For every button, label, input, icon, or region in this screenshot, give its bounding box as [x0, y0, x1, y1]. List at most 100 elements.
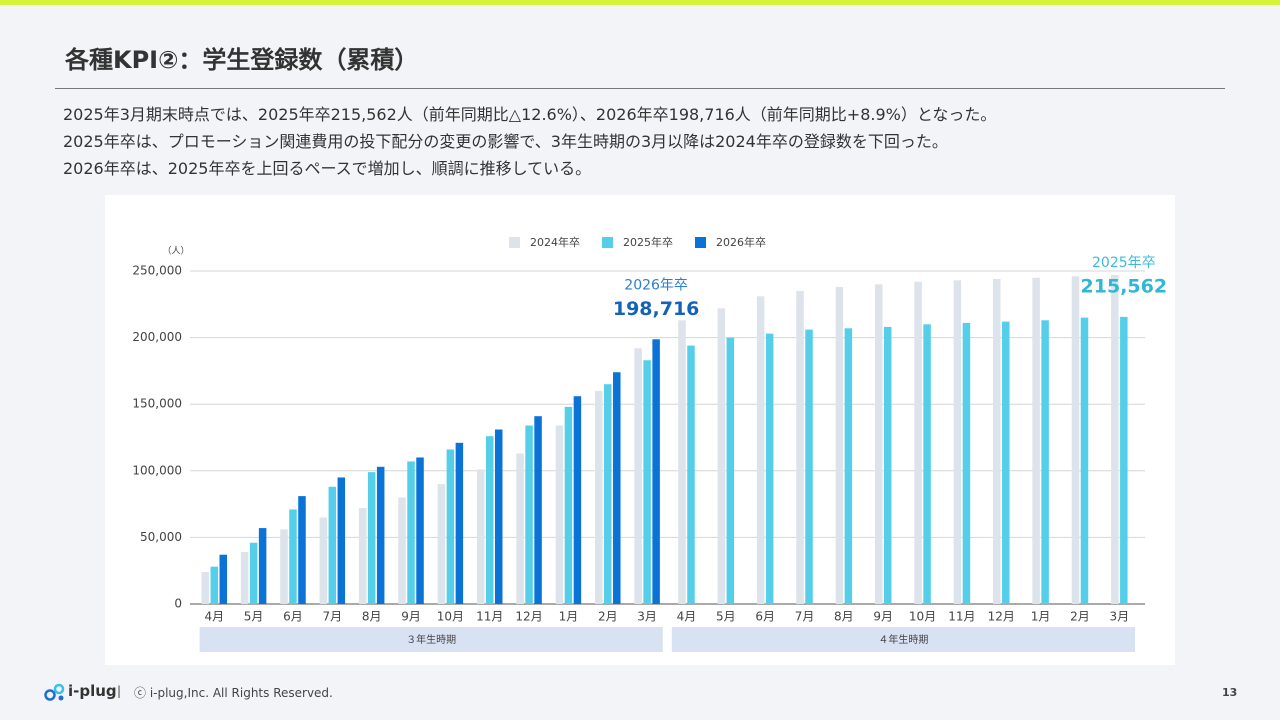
bar — [1002, 321, 1010, 604]
bar — [835, 286, 844, 604]
bar — [844, 328, 853, 604]
bar — [289, 509, 297, 604]
group-band — [199, 627, 663, 652]
bar — [249, 542, 258, 604]
bar — [953, 280, 962, 604]
bar — [280, 529, 288, 604]
bar — [476, 469, 485, 604]
bar — [564, 406, 573, 604]
legend-label: 2026年卒 — [716, 235, 766, 249]
x-tick-label: 3月 — [637, 610, 657, 624]
bar — [643, 360, 651, 604]
footer-separator: | — [117, 684, 122, 698]
copyright: ⓒ i-plug,Inc. All Rights Reserved. — [134, 686, 333, 700]
y-tick-label: 0 — [174, 597, 182, 611]
x-tick-label: 1月 — [559, 610, 579, 624]
logo-text: i-plug — [68, 682, 117, 700]
x-tick-label: 5月 — [716, 610, 736, 624]
bar — [652, 339, 660, 604]
bar — [319, 517, 328, 604]
bar — [367, 472, 376, 604]
y-tick-label: 50,000 — [140, 530, 182, 544]
slide-title: 各種KPI②：学生登録数（累積） — [65, 46, 419, 74]
y-tick-label: 150,000 — [132, 397, 182, 411]
x-tick-label: 8月 — [362, 610, 382, 624]
x-tick-label: 4月 — [204, 610, 224, 624]
x-tick-label: 8月 — [834, 610, 854, 624]
bar — [756, 296, 765, 604]
group-band — [671, 627, 1135, 652]
x-tick-label: 3月 — [1110, 610, 1130, 624]
x-tick-label: 7月 — [795, 610, 815, 624]
bar — [1032, 277, 1040, 604]
bar — [534, 416, 542, 604]
bar — [201, 572, 210, 604]
body-line: 2026年卒は、2025年卒を上回るペースで増加し、順調に推移している。 — [63, 159, 592, 178]
x-tick-label: 10月 — [437, 610, 464, 624]
y-axis-label: （人） — [162, 246, 189, 257]
bar — [258, 528, 267, 604]
page-number: 13 — [1222, 686, 1238, 699]
x-tick-label: 1月 — [1031, 610, 1051, 624]
bar — [516, 453, 524, 604]
body-line: 2025年卒は、プロモーション関連費用の投下配分の変更の影響で、3年生時期の3月… — [63, 132, 948, 151]
x-tick-label: 2月 — [598, 610, 618, 624]
bar — [337, 477, 346, 604]
bar — [765, 333, 774, 604]
x-tick-label: 9月 — [873, 610, 893, 624]
body-line: 2025年3月期末時点では、2025年卒215,562人（前年同期比△12.6%… — [63, 105, 997, 124]
x-tick-label: 12月 — [515, 610, 542, 624]
bar — [1041, 320, 1049, 604]
annotation-value: 215,562 — [1081, 275, 1168, 297]
bar — [376, 466, 385, 604]
bar — [446, 449, 455, 604]
x-tick-label: 10月 — [909, 610, 936, 624]
bar — [240, 552, 249, 604]
bar — [485, 436, 494, 604]
annotation-series: 2025年卒 — [1092, 255, 1156, 271]
bar — [1071, 276, 1080, 604]
x-tick-label: 4月 — [677, 610, 697, 624]
bar — [358, 508, 367, 604]
legend-label: 2025年卒 — [623, 235, 673, 249]
bar — [398, 497, 406, 604]
bar — [328, 486, 337, 604]
x-tick-label: 5月 — [244, 610, 264, 624]
bar — [993, 278, 1001, 604]
bar — [604, 384, 612, 604]
bar — [923, 324, 931, 604]
y-tick-label: 200,000 — [132, 330, 182, 344]
bar — [874, 284, 883, 604]
bar — [717, 308, 726, 604]
legend-label: 2024年卒 — [530, 235, 580, 249]
x-tick-label: 11月 — [948, 610, 975, 624]
bar — [613, 372, 621, 604]
bar — [555, 425, 564, 604]
bar — [455, 442, 464, 604]
annotation-value: 198,716 — [613, 298, 700, 320]
bar — [595, 390, 603, 604]
bar — [573, 396, 582, 604]
legend-swatch — [695, 237, 706, 248]
bar — [1120, 316, 1128, 604]
x-tick-label: 12月 — [988, 610, 1015, 624]
bar — [1080, 317, 1089, 604]
bar — [634, 348, 642, 604]
body-text: 2025年3月期末時点では、2025年卒215,562人（前年同期比△12.6%… — [63, 101, 996, 182]
bar — [883, 326, 892, 604]
logo-icon — [44, 683, 65, 701]
bar — [726, 337, 735, 604]
x-tick-label: 6月 — [755, 610, 775, 624]
bar — [796, 290, 804, 604]
x-tick-label: 2月 — [1070, 610, 1090, 624]
bar — [437, 484, 446, 604]
bar — [494, 429, 503, 604]
top-bar — [0, 0, 1280, 5]
y-tick-label: 250,000 — [132, 264, 182, 278]
y-tick-label: 100,000 — [132, 463, 182, 477]
group-label: ４年生時期 — [878, 633, 928, 646]
bar — [1111, 274, 1119, 604]
bar — [678, 320, 686, 604]
bar — [962, 322, 971, 604]
